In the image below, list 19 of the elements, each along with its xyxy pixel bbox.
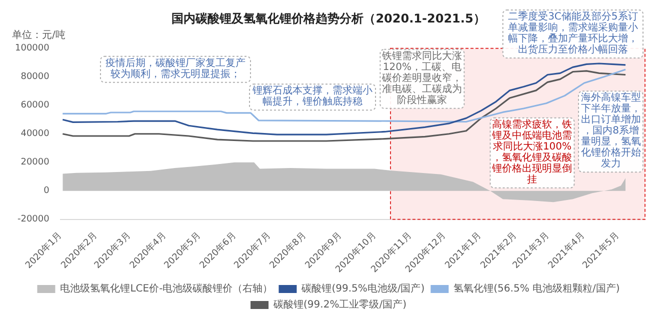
annotation: 铁锂需求同比大涨120%，工碳、电碳价差明显收窄，准电碳、工碳成为阶段性赢家 (381, 50, 462, 106)
legend-label: 氢氧化锂(56.5% 电池级粗颗粒/国产) (454, 282, 620, 295)
legend-label: 电池级氢氧化锂LCE价-电池级碳酸锂价（右轴） (60, 282, 273, 295)
annotation: 疫情后期，碳酸锂厂家复工复产较为顺利，需求无明显提振； (105, 56, 246, 80)
annotation: 高镍需求疲软，铁锂及中低端电池需求同比大涨100%，氢氧化锂及碳酸锂价格出现明显倒挂 (491, 118, 572, 186)
chart-title: 国内碳酸锂及氢氧化锂价格趋势分析（2020.1-2021.5） (172, 11, 486, 26)
y-tick-label: 60000 (20, 100, 50, 111)
legend-label: 碳酸锂(99.5%电池级/国产) (300, 282, 425, 295)
y-tick-label: 20000 (20, 158, 50, 168)
y-tick-label: 80000 (20, 72, 50, 82)
y-tick-label: 0 (44, 186, 50, 196)
y-tick-label: 100000 (14, 44, 50, 54)
annotation: 海外高镍车型下半年放量，出口订单增加，国内8系增量明显，氢氧化锂价格开始发力 (580, 92, 641, 170)
y-tick-label: -20000 (17, 214, 50, 225)
annotation: 二季度受3C储能及部分5系订单减量影响，需求端采购量小幅下降，叠加产量环比大增，出货压力至价格小幅回落 (508, 10, 638, 56)
annotation: 锂辉石成本支撑，需求端小幅提升，锂价触底持稳 (252, 84, 373, 108)
legend-label: 碳酸锂(99.2%工业零级/国产) (272, 298, 407, 311)
y-axis-title: 单位：元/吨 (12, 28, 66, 41)
y-tick-label: 40000 (20, 129, 50, 140)
